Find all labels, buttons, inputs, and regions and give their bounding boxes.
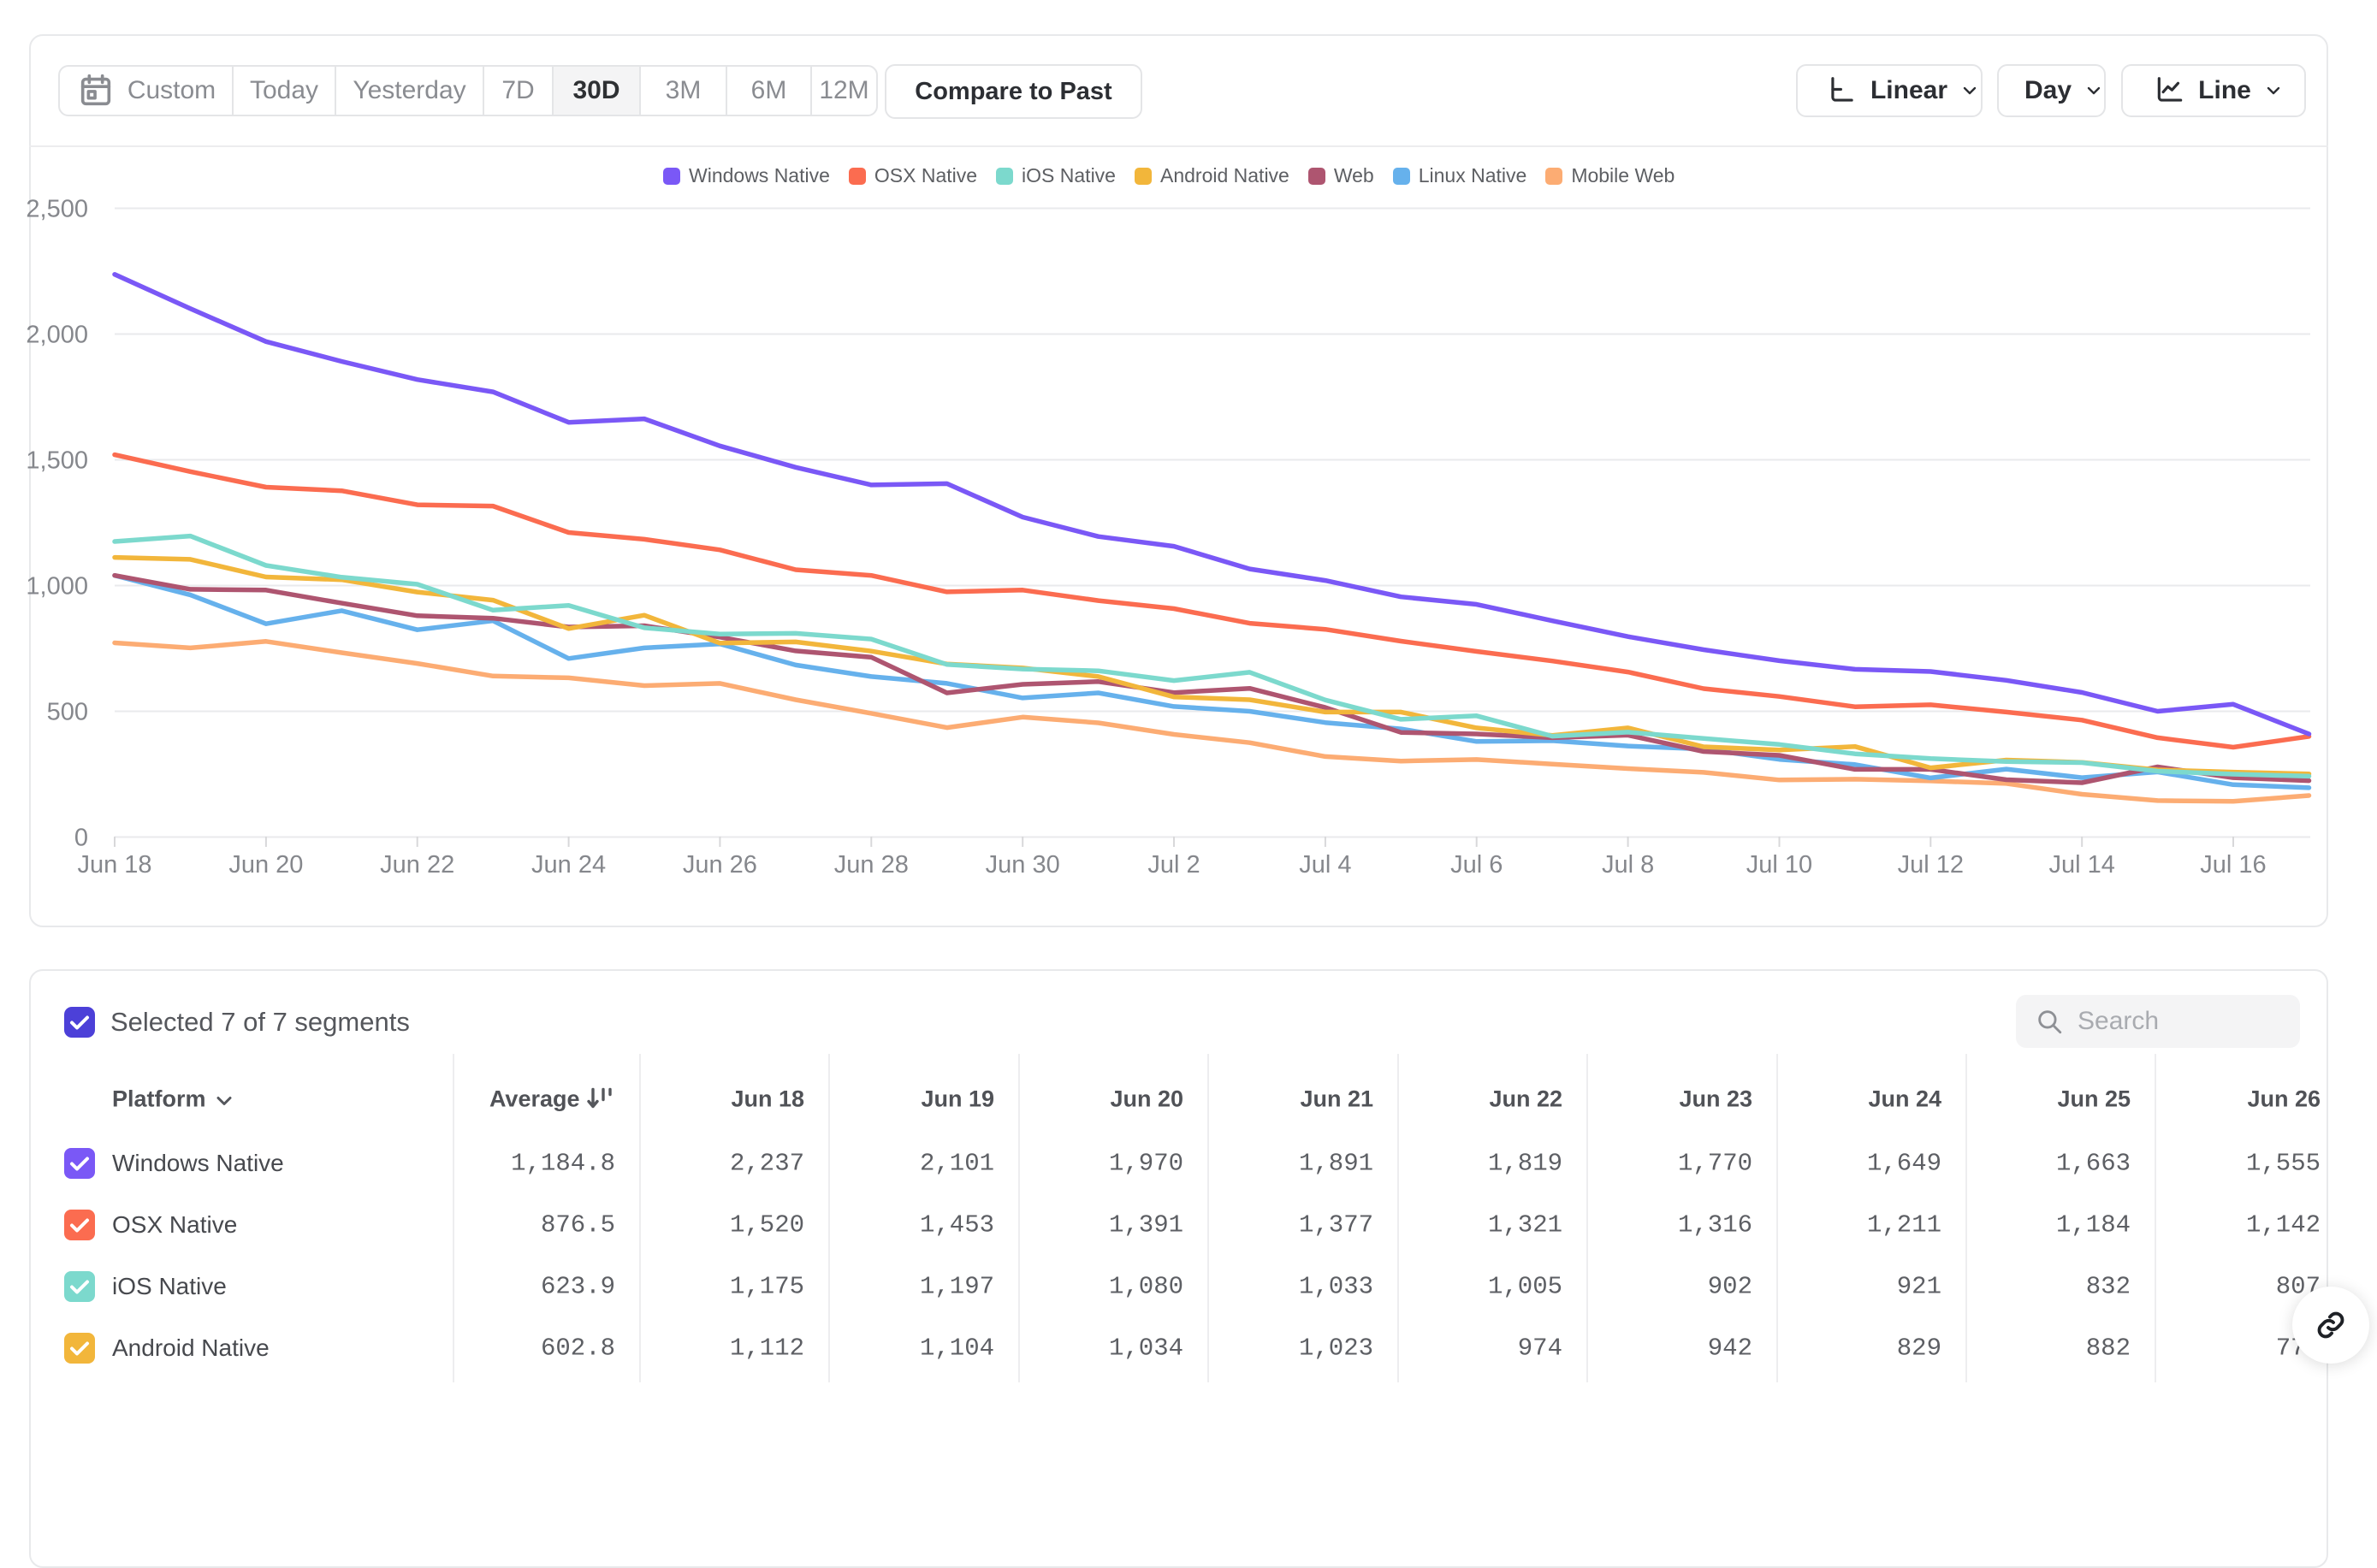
svg-text:Jun 26: Jun 26 <box>683 851 757 879</box>
svg-text:Jul 4: Jul 4 <box>1299 851 1351 879</box>
svg-text:0: 0 <box>74 825 88 852</box>
svg-text:Jun 22: Jun 22 <box>380 851 454 879</box>
svg-text:Jul 2: Jul 2 <box>1147 851 1200 879</box>
svg-text:2,500: 2,500 <box>26 196 88 223</box>
svg-text:1,500: 1,500 <box>26 447 88 475</box>
svg-text:Jun 24: Jun 24 <box>531 851 606 879</box>
svg-text:Jul 10: Jul 10 <box>1746 851 1812 879</box>
svg-text:Jul 14: Jul 14 <box>2049 851 2115 879</box>
svg-text:Jun 28: Jun 28 <box>834 851 909 879</box>
svg-text:Jul 16: Jul 16 <box>2200 851 2266 879</box>
svg-text:1,000: 1,000 <box>26 573 88 601</box>
svg-text:Jun 18: Jun 18 <box>77 851 151 879</box>
svg-text:500: 500 <box>47 699 88 726</box>
svg-text:2,000: 2,000 <box>26 322 88 349</box>
svg-text:Jul 8: Jul 8 <box>1602 851 1654 879</box>
svg-text:Jun 20: Jun 20 <box>228 851 303 879</box>
svg-text:Jul 6: Jul 6 <box>1450 851 1503 879</box>
svg-text:Jun 30: Jun 30 <box>986 851 1060 879</box>
svg-text:Jul 12: Jul 12 <box>1898 851 1964 879</box>
